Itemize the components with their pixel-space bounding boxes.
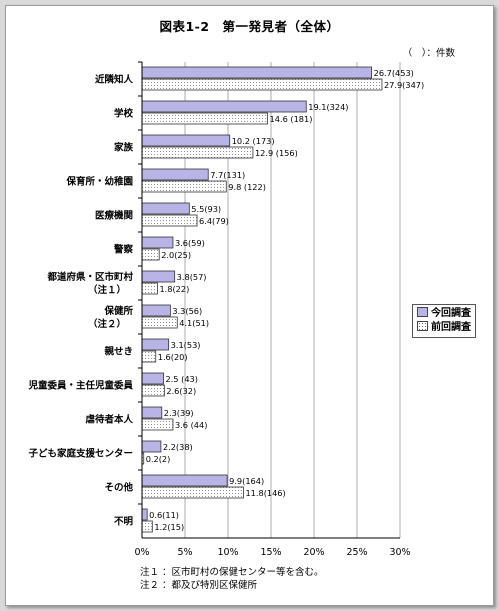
x-tick-label: 20%: [303, 547, 324, 558]
data-label-previous: 3.6 (44): [175, 420, 207, 430]
legend-item-current: 今回調査: [417, 307, 471, 321]
bar-current: [141, 440, 162, 453]
category-label: 保育所・幼稚園: [65, 176, 133, 188]
bar-current: [141, 236, 174, 249]
x-tick-label: 15%: [260, 547, 281, 558]
data-label-current: 19.1(324): [308, 102, 348, 112]
category-label: 親せき: [104, 346, 133, 358]
data-label-previous: 2.6(32): [166, 386, 196, 396]
category-label: 近隣知人: [95, 74, 134, 86]
bar-previous: [141, 180, 227, 193]
x-tick-label: 5%: [177, 547, 192, 558]
footnotes: 注１ ：区市町村の保健センター等を含む。 注２ ：都及び特別区保健所: [140, 566, 324, 592]
data-label-previous: 6.4(79): [199, 216, 229, 226]
data-label-previous: 2.0(25): [161, 250, 191, 260]
category-label: 不明: [114, 517, 134, 528]
data-label-previous: 1.6(20): [158, 352, 188, 362]
grid-lines: [184, 62, 401, 538]
bar-current: [141, 202, 190, 215]
legend: 今回調査 前回調査: [412, 304, 476, 338]
bar-current: [141, 270, 176, 283]
x-tick-label: 25%: [346, 547, 367, 558]
bar-previous: [141, 112, 268, 125]
data-label-current: 7.7(131): [210, 170, 245, 180]
bar-current: [141, 508, 148, 521]
x-tick-label: 10%: [217, 547, 238, 558]
bar-current: [141, 474, 228, 487]
bar-previous: [141, 520, 153, 533]
data-label-previous: 12.9 (156): [255, 148, 298, 158]
x-tick-label: 0%: [134, 547, 149, 558]
x-tick-label: 30%: [389, 547, 410, 558]
data-label-previous: 27.9(347): [384, 80, 424, 90]
legend-swatch-current: [417, 307, 428, 317]
category-label: 都道府県・区市町村: [46, 271, 133, 283]
legend-item-previous: 前回調査: [417, 321, 471, 335]
bar-current: [141, 100, 307, 113]
bar-current: [141, 372, 164, 385]
bar-previous: [141, 214, 198, 227]
bar-current: [141, 134, 231, 147]
bar-previous: [141, 146, 254, 159]
data-label-previous: 1.2(15): [154, 522, 184, 532]
data-label-current: 3.1(53): [171, 340, 201, 350]
data-label-previous: 9.8 (122): [228, 182, 266, 192]
data-label-current: 10.2 (173): [232, 136, 275, 146]
data-label-current: 2.5 (43): [166, 374, 198, 384]
bar-previous: [141, 316, 178, 329]
bar-current: [141, 338, 170, 351]
legend-label-previous: 前回調査: [431, 322, 471, 333]
category-label: 家族: [114, 142, 134, 154]
category-label: （注２）: [88, 318, 126, 330]
bar-previous: [141, 384, 165, 397]
data-label-current: 5.5(93): [191, 204, 221, 214]
data-label-current: 2.2(38): [163, 442, 193, 452]
data-label-previous: 14.6 (181): [270, 114, 313, 124]
bar-previous: [141, 418, 174, 431]
bar-current: [141, 168, 209, 181]
bar-current: [141, 406, 163, 419]
category-label: 保健所: [103, 305, 133, 317]
bar-previous: [141, 282, 158, 295]
data-labels: 26.7(453) 27.9(347) 19.1(324) 14.6 (181) 10.…: [146, 68, 424, 532]
data-label-previous: 0.2(2): [146, 454, 171, 464]
category-label: 医療機関: [95, 210, 133, 222]
legend-swatch-previous: [417, 321, 428, 331]
data-label-previous: 11.8(146): [245, 488, 285, 498]
bar-previous: [141, 248, 160, 261]
category-label: その他: [104, 482, 133, 494]
data-label-previous: 4.1(51): [179, 318, 209, 328]
legend-label-current: 今回調査: [431, 308, 471, 319]
data-label-current: 0.6(11): [149, 510, 179, 520]
bar-previous: [141, 486, 244, 499]
axes: 0% 5% 10% 15% 20% 25% 30% 近隣知人学校家族保育所・幼稚園医療機関警察…: [27, 61, 411, 558]
bar-current: [141, 304, 171, 317]
data-label-current: 3.3(56): [172, 306, 202, 316]
data-label-previous: 1.8(22): [159, 284, 189, 294]
unit-note: （ ）：件数: [402, 48, 455, 59]
data-label-current: 2.3(39): [164, 408, 194, 418]
category-label: 虐待者本人: [85, 414, 133, 426]
category-label: 子ども家庭支援センター: [28, 448, 133, 460]
data-label-current: 3.6(59): [175, 238, 205, 248]
footnote-2: 注２ ：都及び特別区保健所: [140, 580, 258, 591]
category-label: 学校: [114, 108, 134, 120]
bar-previous: [141, 350, 157, 363]
data-label-current: 9.9(164): [229, 476, 264, 486]
category-label: 児童委員・主任児童委員: [27, 380, 133, 392]
category-label: （注１）: [88, 284, 126, 296]
footnote-1: 注１ ：区市町村の保健センター等を含む。: [140, 567, 324, 578]
data-label-current: 3.8(57): [177, 272, 207, 282]
category-label: 警察: [114, 244, 134, 256]
data-label-current: 26.7(453): [374, 68, 414, 78]
bar-previous: [141, 78, 383, 91]
bar-current: [141, 66, 373, 79]
chart-title: 図表1-2 第一発見者（全体）: [159, 19, 340, 34]
